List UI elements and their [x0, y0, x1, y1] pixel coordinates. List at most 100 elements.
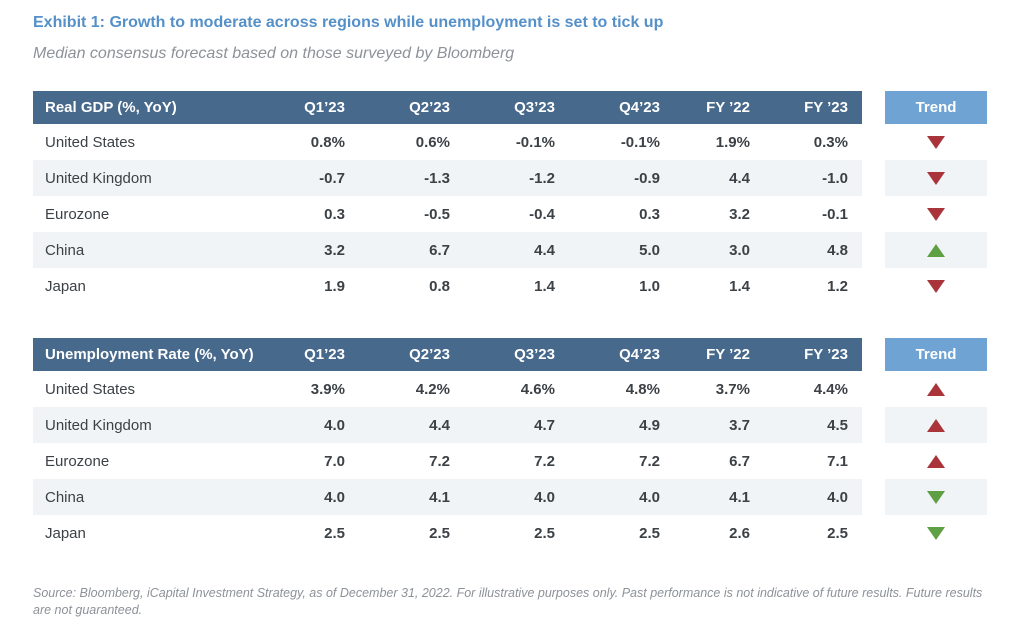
trend-up-icon [927, 418, 945, 432]
value-cell: 6.7 [429, 241, 450, 259]
region-cell: China [45, 241, 85, 259]
trend-down-icon [927, 135, 945, 149]
value-cell: 4.0 [324, 416, 345, 434]
trend-up-icon [927, 382, 945, 396]
value-cell: 7.2 [639, 452, 660, 470]
value-cell: 1.0 [639, 277, 660, 295]
value-cell: -1.0 [822, 169, 848, 187]
column-header: Q2’23 [345, 91, 450, 125]
value-cell: -0.9 [634, 169, 660, 187]
trend-down-icon [927, 490, 945, 504]
unemployment-rate-title: Unemployment Rate (%, YoY) [33, 338, 254, 372]
value-cell: 4.4 [534, 241, 555, 259]
value-cell: 5.0 [639, 241, 660, 259]
value-cell: 4.0 [324, 488, 345, 506]
region-cell: China [45, 488, 85, 506]
unemployment-rate-table: Unemployment Rate (%, YoY) Q1’23 Q2’23 Q3’2… [33, 338, 862, 551]
trend-cell [885, 371, 987, 407]
value-cell: 1.9 [324, 277, 345, 295]
value-cell: 2.5 [324, 524, 345, 542]
real-gdp-trend-column: Trend [885, 91, 987, 304]
unemployment-rate-header-row: Unemployment Rate (%, YoY) Q1’23 Q2’23 Q3’2… [33, 338, 862, 372]
region-cell: Eurozone [45, 205, 110, 223]
value-cell: 1.4 [729, 277, 750, 295]
trend-down-icon [927, 171, 945, 185]
trend-cell [885, 124, 987, 160]
value-cell: 6.7 [729, 452, 750, 470]
region-cell: United Kingdom [45, 169, 152, 187]
value-cell: -0.4 [529, 205, 555, 223]
region-cell: Eurozone [45, 452, 110, 470]
trend-cell [885, 232, 987, 269]
column-header: Q2’23 [345, 338, 450, 372]
region-cell: Japan [45, 277, 86, 295]
value-cell: 0.3 [639, 205, 660, 223]
trend-up-icon [927, 454, 945, 468]
value-cell: 4.1 [729, 488, 750, 506]
real-gdp-header-row: Real GDP (%, YoY) Q1’23 Q2’23 Q3’23 Q4’23 FY … [33, 91, 862, 125]
table-row: Eurozone 0.3 -0.5 -0.4 0.3 3.2 -0.1 [33, 196, 862, 232]
value-cell: -0.5 [424, 205, 450, 223]
value-cell: 4.8 [827, 241, 848, 259]
value-cell: 3.7 [729, 416, 750, 434]
column-header: FY ’22 [660, 338, 750, 372]
value-cell: -1.3 [424, 169, 450, 187]
trend-down-icon [927, 279, 945, 293]
region-cell: United Kingdom [45, 416, 152, 434]
value-cell: 4.0 [534, 488, 555, 506]
value-cell: 1.2 [827, 277, 848, 295]
value-cell: 7.2 [534, 452, 555, 470]
value-cell: 0.3 [324, 205, 345, 223]
trend-down-icon [927, 526, 945, 540]
value-cell: 2.5 [827, 524, 848, 542]
value-cell: 0.3% [813, 133, 848, 151]
table-row: China 4.0 4.1 4.0 4.0 4.1 4.0 [33, 479, 862, 516]
trend-down-icon [927, 207, 945, 221]
trend-cell [885, 443, 987, 479]
value-cell: 3.2 [729, 205, 750, 223]
table-row: United Kingdom -0.7 -1.3 -1.2 -0.9 4.4 -1.0 [33, 160, 862, 197]
real-gdp-table: Real GDP (%, YoY) Q1’23 Q2’23 Q3’23 Q4’23 FY … [33, 91, 862, 304]
table-row: Japan 1.9 0.8 1.4 1.0 1.4 1.2 [33, 268, 862, 304]
trend-cell [885, 268, 987, 304]
column-header: Q1’23 [240, 91, 345, 125]
region-cell: United States [45, 133, 136, 151]
value-cell: 4.1 [429, 488, 450, 506]
table-row: Japan 2.5 2.5 2.5 2.5 2.6 2.5 [33, 515, 862, 551]
column-header: FY ’23 [750, 91, 862, 125]
trend-cell [885, 196, 987, 232]
trend-cell [885, 479, 987, 516]
unemployment-rate-section: Unemployment Rate (%, YoY) Q1’23 Q2’23 Q3’2… [33, 338, 987, 551]
value-cell: 4.6% [520, 380, 555, 398]
value-cell: 0.6% [415, 133, 450, 151]
value-cell: 0.8% [310, 133, 345, 151]
trend-cell [885, 407, 987, 444]
value-cell: 1.9% [715, 133, 750, 151]
value-cell: 0.8 [429, 277, 450, 295]
trend-column-header: Trend [885, 338, 987, 372]
region-cell: Japan [45, 524, 86, 542]
value-cell: 3.9% [310, 380, 345, 398]
value-cell: 7.1 [827, 452, 848, 470]
column-header: FY ’22 [660, 91, 750, 125]
table-row: Eurozone 7.0 7.2 7.2 7.2 6.7 7.1 [33, 443, 862, 479]
value-cell: 2.5 [429, 524, 450, 542]
real-gdp-title: Real GDP (%, YoY) [33, 91, 240, 125]
column-header: Q4’23 [555, 338, 660, 372]
value-cell: -0.7 [319, 169, 345, 187]
value-cell: 4.4 [729, 169, 750, 187]
trend-up-icon [927, 243, 945, 257]
value-cell: 4.0 [827, 488, 848, 506]
value-cell: -0.1 [822, 205, 848, 223]
value-cell: 4.4 [429, 416, 450, 434]
trend-cell [885, 160, 987, 197]
value-cell: 4.8% [625, 380, 660, 398]
value-cell: 4.9 [639, 416, 660, 434]
value-cell: 4.4% [813, 380, 848, 398]
value-cell: 4.0 [639, 488, 660, 506]
table-row: United Kingdom 4.0 4.4 4.7 4.9 3.7 4.5 [33, 407, 862, 444]
value-cell: -0.1% [515, 133, 555, 151]
table-row: United States 0.8% 0.6% -0.1% -0.1% 1.9% 0.3% [33, 124, 862, 160]
value-cell: 1.4 [534, 277, 555, 295]
